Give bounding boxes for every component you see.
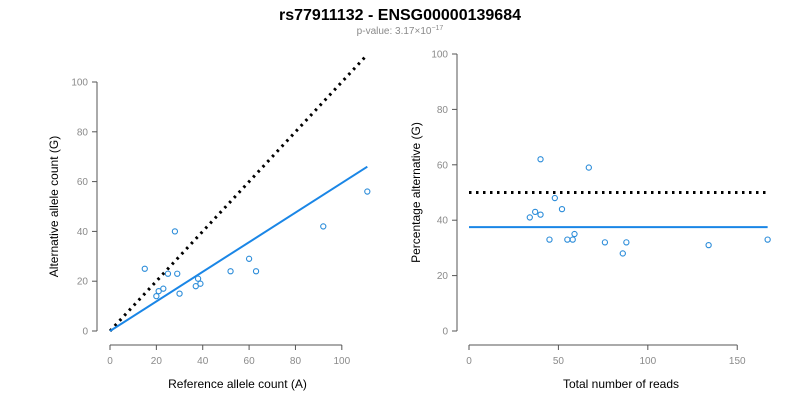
left-y-tick-label: 100 xyxy=(71,78,88,89)
right-data-point xyxy=(546,236,553,243)
right-data-point xyxy=(537,156,544,163)
right-data-point xyxy=(585,164,592,171)
left-data-point xyxy=(364,188,371,195)
right-data-point xyxy=(619,250,626,257)
left-reference-line xyxy=(108,53,369,333)
right-data-point xyxy=(623,239,630,246)
right-y-tick-label: 80 xyxy=(437,105,449,116)
p-value-exponent: −17 xyxy=(431,25,443,32)
right-data-point xyxy=(526,214,533,221)
right-x-tick-label: 150 xyxy=(729,356,746,367)
left-y-axis-title: Alternative allele count (G) xyxy=(47,136,61,277)
left-data-point xyxy=(176,290,183,297)
left-data-point xyxy=(192,283,199,290)
left-y-tick-label: 60 xyxy=(77,177,89,188)
right-x-tick-label: 0 xyxy=(466,356,472,367)
left-x-tick-label: 0 xyxy=(107,356,113,367)
right-data-point xyxy=(558,205,566,213)
left-y-tick-label: 20 xyxy=(77,277,89,288)
left-y-tick-label: 80 xyxy=(77,127,89,138)
right-y-tick-label: 0 xyxy=(442,327,448,338)
right-data-point xyxy=(705,241,712,249)
right-y-tick-label: 100 xyxy=(431,50,448,61)
left-data-point xyxy=(174,270,181,277)
left-data-point xyxy=(245,255,253,262)
p-value-text: p-value: 3.17×10 xyxy=(357,26,432,37)
chart-title: rs77911132 - ENSG00000139684 xyxy=(279,7,521,24)
left-data-point xyxy=(171,228,179,235)
right-data-point xyxy=(532,208,539,216)
right-x-tick-label: 100 xyxy=(639,356,656,367)
left-data-point xyxy=(194,275,202,282)
left-data-point xyxy=(227,268,234,275)
right-x-axis-title: Total number of reads xyxy=(563,377,679,391)
right-y-tick-label: 60 xyxy=(437,160,449,171)
right-data-point xyxy=(551,194,558,202)
right-data-point xyxy=(569,236,576,243)
left-x-tick-label: 60 xyxy=(244,356,256,367)
left-x-tick-label: 100 xyxy=(333,356,350,367)
left-scatter-panel: 0 20 40 60 80 100 0 20 40 60 80 100 Reference allele… xyxy=(47,53,371,391)
left-data-point xyxy=(160,285,167,292)
left-data-point xyxy=(155,288,162,295)
left-data-point xyxy=(153,292,160,300)
left-x-tick-label: 80 xyxy=(290,356,302,367)
left-x-tick-label: 20 xyxy=(151,356,163,367)
right-data-point xyxy=(601,239,609,246)
right-data-point xyxy=(537,211,544,218)
left-data-point xyxy=(320,223,327,230)
right-x-tick-label: 50 xyxy=(553,356,565,367)
right-data-point xyxy=(571,230,578,238)
left-x-axis-title: Reference allele count (A) xyxy=(168,377,307,391)
left-data-point xyxy=(252,268,260,275)
left-y-tick-label: 40 xyxy=(77,227,89,238)
right-scatter-panel: 0 50 100 150 0 20 40 60 80 100 Total number of rea… xyxy=(409,50,771,391)
chart-subtitle: p-value: 3.17×10−17 xyxy=(357,25,444,37)
left-x-tick-label: 40 xyxy=(197,356,209,367)
right-y-axis-title: Percentage alternative (G) xyxy=(409,122,423,263)
left-data-point xyxy=(164,270,172,277)
right-data-point xyxy=(764,236,771,243)
right-data-point xyxy=(564,236,571,243)
left-data-point xyxy=(197,280,204,287)
left-data-point xyxy=(141,265,148,272)
left-y-tick-label: 0 xyxy=(82,327,88,338)
right-y-tick-label: 20 xyxy=(437,271,449,282)
right-y-tick-label: 40 xyxy=(437,216,449,227)
left-fit-line xyxy=(109,165,368,332)
